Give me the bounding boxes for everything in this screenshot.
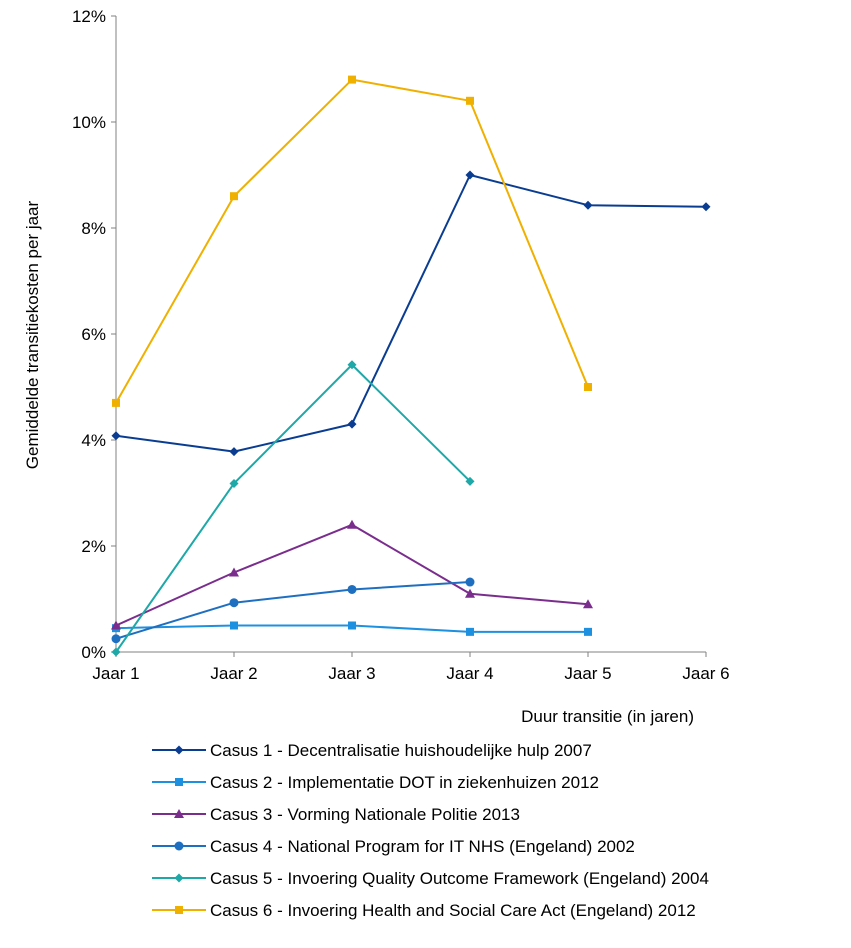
data-point	[111, 647, 121, 657]
legend-label: Casus 3 - Vorming Nationale Politie 2013	[210, 805, 520, 824]
data-point	[230, 192, 238, 201]
legend-item: Casus 5 - Invoering Quality Outcome Fram…	[152, 869, 709, 888]
legend-swatch-marker	[174, 809, 184, 818]
legend: Casus 1 - Decentralisatie huishoudelijke…	[152, 741, 709, 920]
series-line	[115, 78, 589, 404]
y-tick-label: 10%	[72, 113, 106, 132]
series-casus-5	[111, 360, 475, 657]
x-axis-ticks: Jaar 1 Jaar 2 Jaar 3 Jaar 4 Jaar 5 Jaar 6	[92, 652, 730, 683]
legend-item: Casus 3 - Vorming Nationale Politie 2013	[152, 805, 520, 824]
data-point	[348, 621, 356, 630]
data-point	[465, 588, 475, 598]
x-tick-label: Jaar 4	[446, 664, 493, 683]
series-casus-1	[111, 170, 711, 457]
x-axis-title: Duur transitie (in jaren)	[521, 707, 694, 726]
y-tick-label: 0%	[81, 643, 106, 662]
series-casus-4	[111, 577, 475, 644]
y-axis-ticks: 0% 2% 4% 6% 8% 10% 12%	[72, 7, 116, 662]
data-point	[347, 519, 357, 529]
data-point	[229, 478, 239, 488]
data-point	[347, 419, 357, 429]
legend-swatch-marker	[175, 906, 183, 914]
data-point	[466, 627, 474, 636]
legend-swatch-marker	[174, 745, 184, 755]
legend-label: Casus 6 - Invoering Health and Social Ca…	[210, 901, 696, 920]
legend-label: Casus 2 - Implementatie DOT in ziekenhui…	[210, 773, 599, 792]
series-casus-6	[112, 75, 592, 407]
data-point	[584, 627, 592, 636]
legend-swatch-marker	[175, 778, 183, 786]
legend-swatch-marker	[174, 873, 184, 883]
series-line	[115, 174, 707, 453]
data-point	[465, 577, 475, 587]
legend-label: Casus 1 - Decentralisatie huishoudelijke…	[210, 741, 592, 760]
y-tick-label: 8%	[81, 219, 106, 238]
y-tick-label: 2%	[81, 537, 106, 556]
series-casus-2	[112, 621, 592, 636]
series-line	[115, 363, 471, 653]
legend-item: Casus 2 - Implementatie DOT in ziekenhui…	[152, 773, 599, 792]
y-tick-label: 12%	[72, 7, 106, 26]
data-point	[347, 360, 357, 370]
legend-item: Casus 6 - Invoering Health and Social Ca…	[152, 901, 696, 920]
y-tick-label: 6%	[81, 325, 106, 344]
data-point	[583, 599, 593, 609]
series-line	[115, 581, 471, 640]
series-group	[111, 75, 711, 657]
data-point	[701, 202, 711, 212]
x-tick-label: Jaar 3	[328, 664, 375, 683]
data-point	[583, 200, 593, 210]
legend-item: Casus 1 - Decentralisatie huishoudelijke…	[152, 741, 592, 760]
data-point	[348, 75, 356, 84]
x-tick-label: Jaar 1	[92, 664, 139, 683]
data-point	[111, 634, 121, 644]
data-point	[229, 567, 239, 577]
data-point	[112, 398, 120, 407]
data-point	[584, 383, 592, 391]
x-tick-label: Jaar 5	[564, 664, 611, 683]
data-point	[229, 598, 239, 608]
y-axis-title: Gemiddelde transitiekosten per jaar	[23, 200, 42, 469]
x-tick-label: Jaar 2	[210, 664, 257, 683]
series-line	[115, 523, 589, 627]
data-point	[347, 584, 357, 594]
legend-item: Casus 4 - National Program for IT NHS (E…	[152, 837, 635, 856]
data-point	[111, 431, 121, 441]
data-point	[229, 447, 239, 457]
legend-label: Casus 4 - National Program for IT NHS (E…	[210, 837, 635, 856]
legend-swatch-marker	[174, 841, 184, 851]
data-point	[465, 170, 475, 180]
x-tick-label: Jaar 6	[682, 664, 729, 683]
legend-label: Casus 5 - Invoering Quality Outcome Fram…	[210, 869, 709, 888]
data-point	[465, 476, 475, 486]
axes	[115, 16, 706, 653]
data-point	[466, 96, 474, 105]
series-casus-3	[111, 519, 593, 630]
data-point	[111, 620, 121, 630]
y-tick-label: 4%	[81, 431, 106, 450]
data-point	[230, 621, 238, 630]
